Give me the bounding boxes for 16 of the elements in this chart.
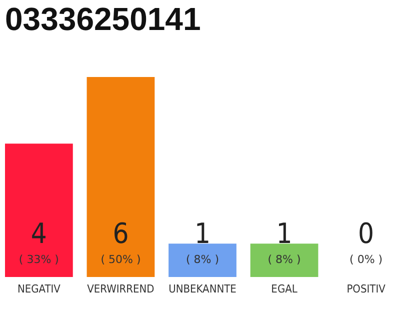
data-label: 6 — [112, 217, 129, 250]
data-label: 1 — [276, 217, 292, 250]
data-label: 1 — [194, 217, 211, 250]
annotation: ( 50% ) — [100, 253, 141, 266]
x-tick-label: VERWIRREND — [87, 282, 155, 296]
data-label: 4 — [30, 217, 47, 250]
data-label: 0 — [358, 217, 374, 250]
x-tick-label: NEGATIV — [17, 282, 61, 296]
annotation: ( 8% ) — [268, 253, 301, 266]
annotation: ( 33% ) — [18, 253, 59, 266]
x-tick-label: EGAL — [271, 282, 298, 296]
annotation: ( 8% ) — [186, 253, 220, 266]
annotation: ( 0% ) — [350, 253, 383, 266]
chart-title: 03336250141 — [5, 1, 201, 37]
x-tick-label: POSITIV — [346, 282, 386, 296]
x-tick-label: UNBEKANNTE — [168, 282, 236, 296]
